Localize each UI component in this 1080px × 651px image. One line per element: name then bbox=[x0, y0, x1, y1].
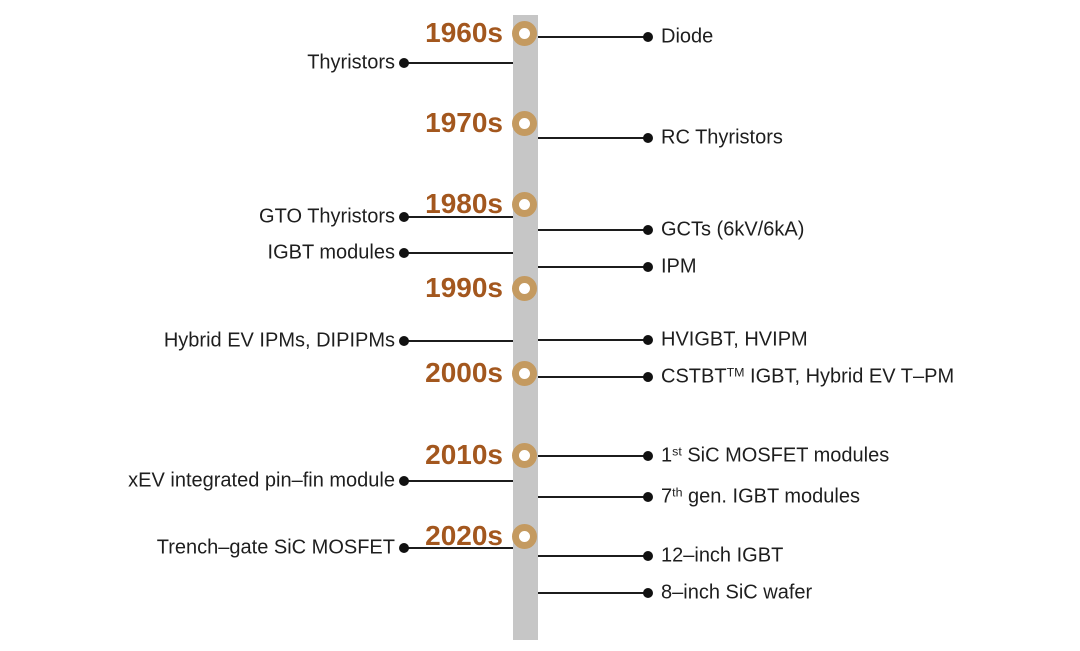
connector-line bbox=[538, 266, 648, 268]
label-text: 7 bbox=[661, 485, 673, 508]
decade-ring-icon bbox=[512, 443, 537, 468]
right-event-label: 8–inch SiC wafer bbox=[661, 582, 812, 605]
right-event-label: 12–inch IGBT bbox=[661, 545, 783, 568]
decade-ring-icon bbox=[512, 21, 537, 46]
connector-line bbox=[538, 496, 648, 498]
connector-line bbox=[538, 455, 648, 457]
connector-line bbox=[538, 229, 648, 231]
connector-line bbox=[404, 252, 513, 254]
event-dot bbox=[643, 451, 653, 461]
event-dot bbox=[399, 336, 409, 346]
event-dot bbox=[643, 225, 653, 235]
left-event-label: Trench–gate SiC MOSFET bbox=[156, 536, 395, 559]
decade-ring-icon bbox=[512, 192, 537, 217]
label-text: Diode bbox=[661, 25, 714, 48]
right-event-label: RC Thyristors bbox=[661, 127, 783, 150]
connector-line bbox=[538, 137, 648, 139]
decade-label: 2020s bbox=[425, 520, 503, 551]
label-text: HVIGBT, HVIPM bbox=[661, 328, 808, 351]
connector-line bbox=[404, 480, 513, 482]
right-event-label: HVIGBT, HVIPM bbox=[661, 329, 808, 352]
left-event-label: Thyristors bbox=[307, 51, 395, 74]
connector-line bbox=[538, 339, 648, 341]
decade-ring-icon bbox=[512, 524, 537, 549]
label-superscript: th bbox=[672, 485, 683, 500]
connector-line bbox=[538, 592, 648, 594]
right-event-label: Diode bbox=[661, 26, 713, 49]
label-text: gen. IGBT modules bbox=[682, 485, 860, 508]
event-dot bbox=[643, 133, 653, 143]
label-text: CSTBT bbox=[661, 365, 727, 388]
label-text: 8–inch SiC wafer bbox=[661, 581, 813, 604]
label-text: SiC MOSFET modules bbox=[681, 444, 890, 467]
connector-line bbox=[404, 216, 513, 218]
event-dot bbox=[643, 588, 653, 598]
right-event-label: 1st SiC MOSFET modules bbox=[661, 445, 889, 468]
event-dot bbox=[643, 551, 653, 561]
label-superscript: TM bbox=[726, 365, 745, 380]
right-event-label: IPM bbox=[661, 256, 697, 279]
decade-label: 2000s bbox=[425, 357, 503, 388]
connector-line bbox=[404, 340, 513, 342]
left-event-label: IGBT modules bbox=[267, 241, 395, 264]
event-dot bbox=[399, 58, 409, 68]
decade-label: 1970s bbox=[425, 107, 503, 138]
decade-label: 1980s bbox=[425, 188, 503, 219]
left-event-label: GTO Thyristors bbox=[259, 205, 395, 228]
label-text: 12–inch IGBT bbox=[661, 544, 784, 567]
connector-line bbox=[538, 36, 648, 38]
event-dot bbox=[399, 476, 409, 486]
label-text: IPM bbox=[661, 255, 697, 278]
left-event-label: Hybrid EV IPMs, DIPIPMs bbox=[163, 329, 395, 352]
label-text: 1 bbox=[661, 444, 673, 467]
event-dot bbox=[399, 543, 409, 553]
right-event-label: GCTs (6kV/6kA) bbox=[661, 219, 804, 242]
decade-label: 2010s bbox=[425, 439, 503, 470]
event-dot bbox=[643, 335, 653, 345]
decade-ring-icon bbox=[512, 361, 537, 386]
label-text: IGBT, Hybrid EV T–PM bbox=[744, 365, 955, 388]
label-text: GCTs (6kV/6kA) bbox=[661, 218, 805, 241]
decade-ring-icon bbox=[512, 111, 537, 136]
connector-line bbox=[404, 547, 513, 549]
decade-ring-icon bbox=[512, 276, 537, 301]
event-dot bbox=[643, 262, 653, 272]
event-dot bbox=[399, 212, 409, 222]
right-event-label: CSTBTTM IGBT, Hybrid EV T–PM bbox=[661, 366, 954, 389]
connector-line bbox=[538, 555, 648, 557]
decade-label: 1990s bbox=[425, 272, 503, 303]
left-event-label: xEV integrated pin–fin module bbox=[128, 469, 395, 492]
label-superscript: st bbox=[672, 444, 682, 459]
event-dot bbox=[643, 372, 653, 382]
connector-line bbox=[538, 376, 648, 378]
event-dot bbox=[643, 32, 653, 42]
event-dot bbox=[643, 492, 653, 502]
label-text: RC Thyristors bbox=[661, 126, 783, 149]
right-event-label: 7th gen. IGBT modules bbox=[661, 486, 860, 509]
connector-line bbox=[404, 62, 513, 64]
decade-label: 1960s bbox=[425, 17, 503, 48]
event-dot bbox=[399, 248, 409, 258]
